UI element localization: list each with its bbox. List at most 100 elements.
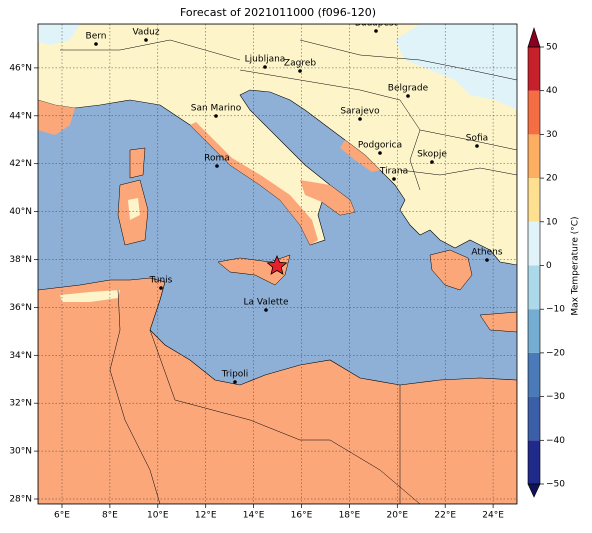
lat-tick-label: 40°N xyxy=(9,207,32,217)
colorbar-segment xyxy=(528,221,540,266)
warm-coast xyxy=(479,311,517,333)
city-label: Sofia xyxy=(466,134,488,144)
colorbar-tick-label: 10 xyxy=(546,217,558,227)
colorbar-segment xyxy=(528,309,540,353)
city-dot xyxy=(263,65,267,69)
lat-tick-label: 32°N xyxy=(9,399,32,409)
city-label: Ljubljana xyxy=(245,55,286,65)
warm-coast xyxy=(38,100,75,135)
city-label: San Marino xyxy=(191,104,242,114)
colorbar-segment xyxy=(528,265,540,310)
lat-tick-label: 42°N xyxy=(9,159,32,169)
lon-tick-label: 24°E xyxy=(482,511,504,521)
city-dot xyxy=(406,94,410,98)
city-dot xyxy=(298,69,302,73)
city-dot xyxy=(233,380,237,384)
city-label: Belgrade xyxy=(388,84,429,94)
border xyxy=(399,167,517,176)
colorbar-tick-label: 40 xyxy=(546,86,558,96)
colorbar: −50 −40 −30 −20 −10 0 10 20 30 40 50 xyxy=(527,27,565,498)
lat-tick-label: 46°N xyxy=(9,63,32,73)
city-dot xyxy=(430,160,434,164)
colorbar-tick-label: −40 xyxy=(546,436,565,446)
lon-tick-label: 14°E xyxy=(243,511,265,521)
lon-tick-label: 22°E xyxy=(434,511,456,521)
border xyxy=(239,69,421,191)
city-label: Sarajevo xyxy=(340,107,380,117)
colorbar-extend xyxy=(527,27,541,48)
border xyxy=(419,129,517,151)
warm-coast xyxy=(300,180,355,215)
colorbar-segment xyxy=(528,396,540,441)
sardinia-inland xyxy=(128,198,140,220)
city-dot xyxy=(485,258,489,262)
city-dot xyxy=(214,114,218,118)
colorbar-segment xyxy=(528,134,540,179)
colorbar-label: Max Temperature (°C) xyxy=(571,216,581,315)
colorbar-segment xyxy=(528,90,540,135)
colorbar-segment xyxy=(528,47,540,91)
colorbar-tick-label: 0 xyxy=(546,261,552,271)
lon-tick-label: 20°E xyxy=(386,511,408,521)
warm-coast xyxy=(429,249,473,291)
city-label: Tirana xyxy=(379,167,408,177)
city-label: La Valette xyxy=(244,298,289,308)
lat-tick-label: 44°N xyxy=(9,111,32,121)
city-dot xyxy=(378,151,382,155)
colorbar-tick-label: 20 xyxy=(546,174,558,184)
city-label: Podgorica xyxy=(358,141,402,151)
city-label: Athens xyxy=(471,248,502,258)
light-region xyxy=(38,24,80,45)
lat-tick-label: 30°N xyxy=(9,447,32,457)
city-dot xyxy=(94,42,98,46)
colorbar-tick-label: −50 xyxy=(546,480,565,490)
colorbar-extend xyxy=(527,483,541,498)
city-label: Budapest xyxy=(355,19,398,29)
colorbar-segment xyxy=(528,352,540,397)
city-dot xyxy=(392,177,396,181)
border xyxy=(299,39,517,81)
lat-tick-label: 28°N xyxy=(9,495,32,505)
lat-tick-label: 36°N xyxy=(9,303,32,313)
lon-tick-label: 8°E xyxy=(102,511,118,521)
city-dot xyxy=(358,117,362,121)
lon-tick-label: 6°E xyxy=(54,511,70,521)
city-label: Skopje xyxy=(417,150,447,160)
border xyxy=(109,289,161,504)
city-dot xyxy=(374,29,378,33)
colorbar-tick-label: −10 xyxy=(546,305,565,315)
lon-tick-label: 18°E xyxy=(339,511,361,521)
colorbar-segment xyxy=(528,178,540,222)
city-label: Roma xyxy=(204,154,230,164)
city-dot xyxy=(475,144,479,148)
colorbar-tick-label: 30 xyxy=(546,130,558,140)
city-dot xyxy=(159,286,163,290)
lon-tick-label: 10°E xyxy=(147,511,169,521)
corsica xyxy=(129,147,146,179)
lat-tick-label: 34°N xyxy=(9,351,32,361)
lon-tick-label: 12°E xyxy=(195,511,217,521)
city-dot xyxy=(215,164,219,168)
city-dot xyxy=(144,38,148,42)
border xyxy=(149,329,421,504)
graticule xyxy=(38,24,517,504)
event-marker xyxy=(266,254,288,275)
lat-tick-label: 38°N xyxy=(9,255,32,265)
city-label: Tripoli xyxy=(221,370,249,380)
warm-coast xyxy=(190,122,318,245)
lon-tick-label: 16°E xyxy=(291,511,313,521)
city-label: Vaduz xyxy=(132,28,159,38)
colorbar-tick-label: 50 xyxy=(546,43,558,53)
warm-coast xyxy=(340,140,380,172)
title: Forecast of 2021011000 (f096-120) xyxy=(180,6,376,19)
city-label: Zagreb xyxy=(284,59,316,69)
city-label: Tunis xyxy=(149,276,173,286)
colorbar-segment xyxy=(528,440,540,484)
city-dot xyxy=(264,308,268,312)
border xyxy=(60,39,241,61)
colorbar-tick-label: −20 xyxy=(546,348,565,358)
map-frame xyxy=(37,23,518,505)
